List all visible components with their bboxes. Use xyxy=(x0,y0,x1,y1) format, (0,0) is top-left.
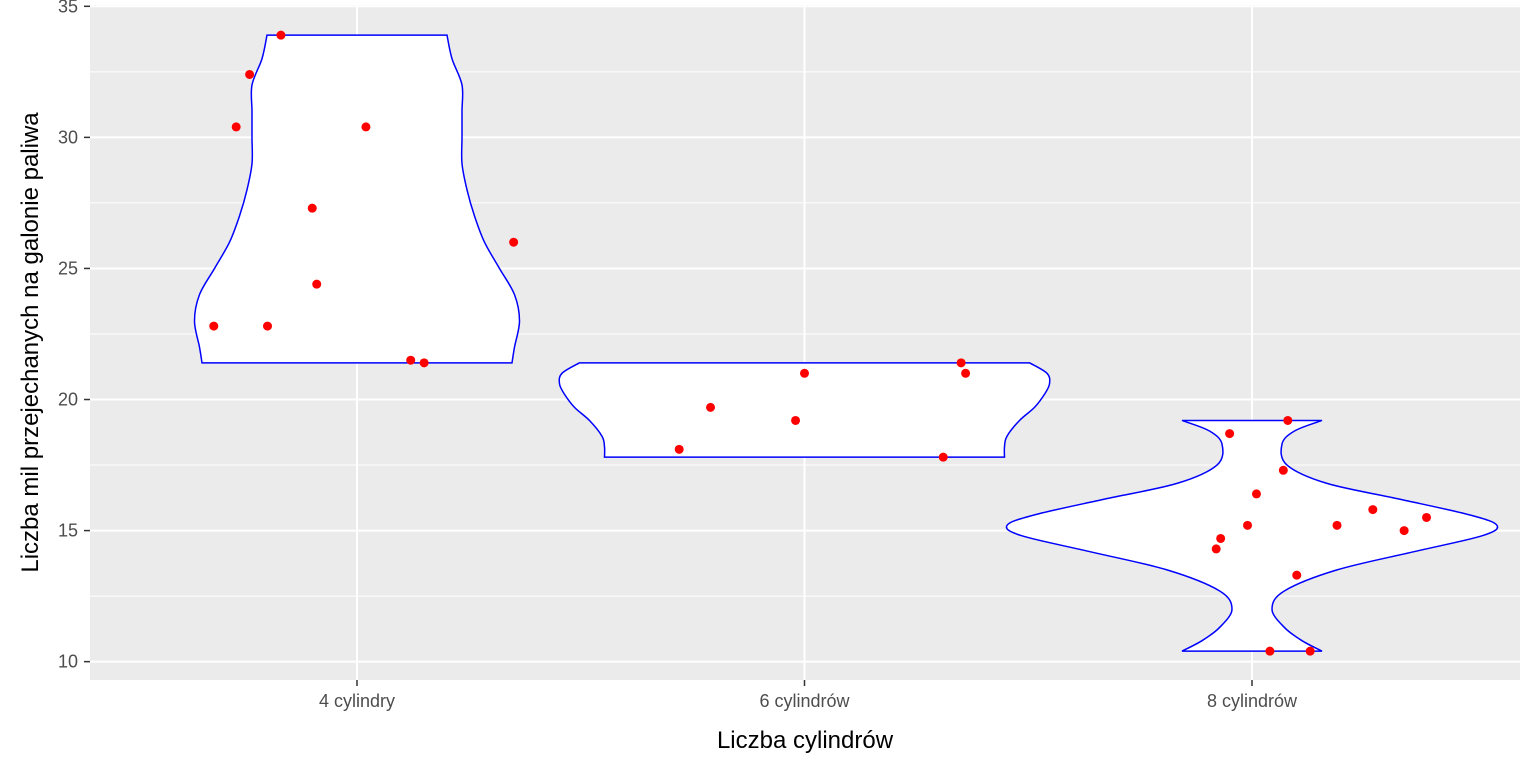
violins xyxy=(193,34,1499,652)
data-point xyxy=(956,358,966,368)
violin-6-cylindrów xyxy=(558,362,1051,458)
y-tick-label: 30 xyxy=(58,127,78,147)
y-tick-label: 15 xyxy=(58,521,78,541)
data-point xyxy=(1265,646,1275,656)
violin-8-cylindrów xyxy=(1005,419,1499,652)
x-tick-label: 6 cylindrów xyxy=(759,691,850,711)
data-point xyxy=(361,122,371,132)
y-tick-label: 20 xyxy=(58,390,78,410)
data-point xyxy=(509,237,519,247)
x-tick-label: 8 cylindrów xyxy=(1207,691,1298,711)
data-point xyxy=(1332,520,1342,530)
data-point xyxy=(312,279,322,289)
data-points xyxy=(209,30,1432,656)
data-point xyxy=(961,368,971,378)
y-tick-label: 35 xyxy=(58,0,78,16)
data-point xyxy=(1216,533,1226,543)
data-point xyxy=(1225,429,1235,439)
data-point xyxy=(1292,570,1302,580)
data-point xyxy=(1368,505,1378,515)
y-tick-label: 25 xyxy=(58,258,78,278)
x-axis-title: Liczba cylindrów xyxy=(717,727,894,754)
violin-4-cylindry xyxy=(193,34,521,364)
data-point xyxy=(231,122,241,132)
data-point xyxy=(1251,489,1261,499)
data-point xyxy=(419,358,429,368)
data-point xyxy=(938,452,948,462)
data-point xyxy=(791,415,801,425)
data-point xyxy=(1211,544,1221,554)
x-axis: 4 cylindry 6 cylindrów 8 cylindrów xyxy=(319,680,1298,711)
y-axis: 10 15 20 25 30 35 xyxy=(58,0,90,672)
data-point xyxy=(1283,415,1293,425)
data-point xyxy=(800,368,809,378)
data-point xyxy=(674,444,684,454)
data-point xyxy=(263,321,272,331)
data-point xyxy=(1305,646,1315,656)
data-point xyxy=(307,203,317,213)
x-tick-label: 4 cylindry xyxy=(319,691,395,711)
data-point xyxy=(209,321,219,331)
data-point xyxy=(1243,520,1253,530)
y-tick-label: 10 xyxy=(58,652,78,672)
data-point xyxy=(406,355,416,365)
data-point xyxy=(1399,526,1409,536)
y-axis-title: Liczba mil przejechanych na galonie pali… xyxy=(17,112,44,573)
data-point xyxy=(1278,465,1288,475)
data-point xyxy=(1422,512,1432,522)
data-point xyxy=(706,402,716,412)
data-point xyxy=(245,69,255,79)
data-point xyxy=(276,30,286,40)
